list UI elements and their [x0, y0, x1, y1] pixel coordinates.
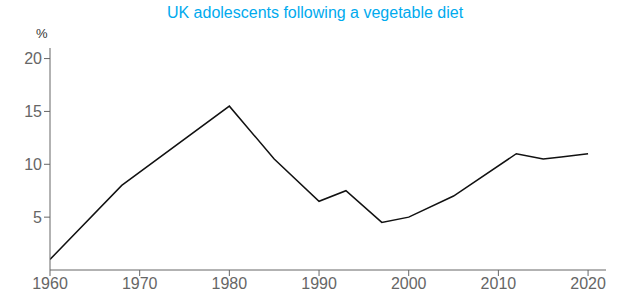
svg-text:20: 20	[24, 50, 42, 67]
svg-text:2000: 2000	[391, 275, 427, 292]
svg-text:5: 5	[33, 209, 42, 226]
svg-text:2020: 2020	[570, 275, 606, 292]
svg-text:1990: 1990	[301, 275, 337, 292]
html-text:UK adolescents following a veg: UK adolescents following a vegetable die…	[166, 4, 464, 21]
svg-text:1960: 1960	[32, 275, 68, 292]
svg-text:2010: 2010	[481, 275, 517, 292]
svg-text:1970: 1970	[122, 275, 158, 292]
svg-text:10: 10	[24, 156, 42, 173]
svg-text:15: 15	[24, 103, 42, 120]
svg-text:1980: 1980	[212, 275, 248, 292]
